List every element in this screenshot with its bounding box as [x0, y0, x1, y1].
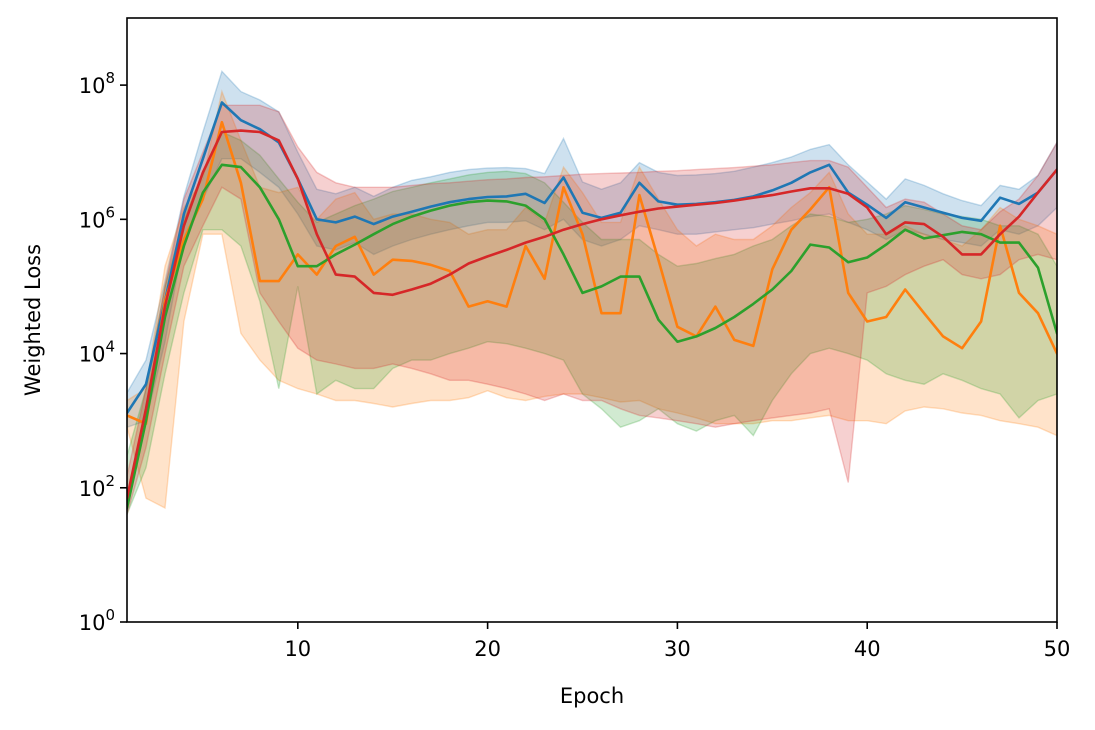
confidence-bands [127, 70, 1057, 515]
series-lines [127, 101, 1057, 510]
y-tick-label: 100 [79, 606, 115, 635]
x-tick-label: 40 [854, 637, 881, 661]
series-3-line [127, 163, 1057, 510]
x-axis-label: Epoch [560, 684, 624, 708]
x-tick-label: 10 [284, 637, 311, 661]
y-tick-label: 108 [79, 69, 115, 98]
y-tick-label: 102 [79, 472, 115, 501]
y-axis-label: Weighted Loss [21, 244, 45, 396]
series-3-band [127, 131, 1057, 515]
series-4-band [127, 104, 1057, 515]
plot-frame [126, 17, 1058, 623]
x-tick-label: 20 [474, 637, 501, 661]
series-4-line [127, 129, 1057, 500]
y-axis-ticks: 100 102 104 106 108 [79, 69, 127, 635]
y-tick-label: 104 [79, 338, 115, 367]
x-axis-ticks: 10 20 30 40 50 [284, 622, 1070, 661]
series-2-line [127, 120, 1057, 426]
x-tick-label: 50 [1044, 637, 1071, 661]
series-2-band [127, 89, 1057, 510]
y-tick-label: 106 [79, 203, 115, 232]
x-tick-label: 30 [664, 637, 691, 661]
series-1-band [127, 70, 1057, 428]
